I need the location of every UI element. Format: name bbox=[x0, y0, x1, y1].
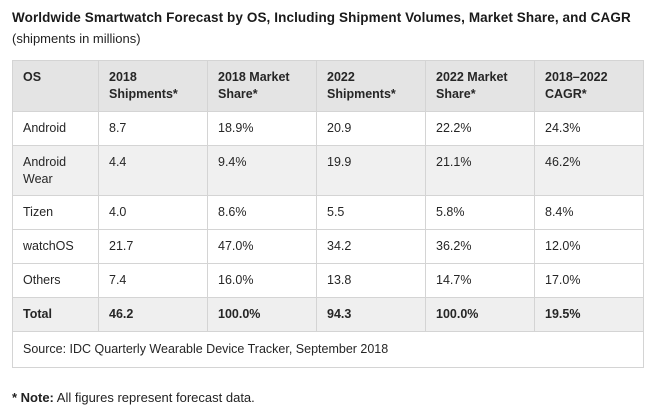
table-cell: 94.3 bbox=[316, 297, 426, 332]
table-cell: watchOS bbox=[12, 229, 99, 265]
table-cell: 24.3% bbox=[534, 110, 644, 146]
header-row: OS 2018 Shipments* 2018 Market Share* 2022 … bbox=[12, 60, 644, 112]
table-row: Tizen 4.0 8.6% 5.5 5.8% 8.4% bbox=[12, 195, 644, 231]
table-cell: 36.2% bbox=[425, 229, 535, 265]
table-cell: 9.4% bbox=[207, 144, 317, 197]
total-row: Total 46.2 100.0% 94.3 100.0% 19.5% bbox=[12, 297, 644, 332]
column-header: OS bbox=[12, 60, 99, 112]
table-cell: 5.8% bbox=[425, 195, 535, 231]
table-cell: 14.7% bbox=[425, 263, 535, 298]
table-cell: 21.1% bbox=[425, 144, 535, 197]
column-header: 2022 Shipments* bbox=[316, 60, 426, 112]
page-title: Worldwide Smartwatch Forecast by OS, Inc… bbox=[12, 10, 631, 25]
table-cell: 100.0% bbox=[425, 297, 535, 332]
table-row: watchOS 21.7 47.0% 34.2 36.2% 12.0% bbox=[12, 229, 644, 265]
column-header: 2018 Shipments* bbox=[98, 60, 208, 112]
table-cell: 46.2 bbox=[98, 297, 208, 332]
table-cell: 21.7 bbox=[98, 229, 208, 265]
table-cell: 22.2% bbox=[425, 110, 535, 146]
forecast-table: OS 2018 Shipments* 2018 Market Share* 2022 … bbox=[12, 60, 644, 368]
table-cell: 8.4% bbox=[534, 195, 644, 231]
table-cell: 100.0% bbox=[207, 297, 317, 332]
table-cell: 4.4 bbox=[98, 144, 208, 197]
table-row: Android 8.7 18.9% 20.9 22.2% 24.3% bbox=[12, 110, 644, 146]
table-cell: 7.4 bbox=[98, 263, 208, 298]
table-row: Others 7.4 16.0% 13.8 14.7% 17.0% bbox=[12, 263, 644, 298]
source-row: Source: IDC Quarterly Wearable Device Tr… bbox=[12, 330, 644, 368]
table-cell: 47.0% bbox=[207, 229, 317, 265]
note-text: All figures represent forecast data. bbox=[53, 389, 255, 405]
table-cell: 4.0 bbox=[98, 195, 208, 231]
table-cell: Android Wear bbox=[12, 144, 99, 197]
table-cell: 8.7 bbox=[98, 110, 208, 146]
table-cell: 5.5 bbox=[316, 195, 426, 231]
column-header: 2022 Market Share* bbox=[425, 60, 535, 112]
column-header: 2018–2022 CAGR* bbox=[534, 60, 644, 112]
table-header: OS 2018 Shipments* 2018 Market Share* 2022 … bbox=[12, 60, 644, 112]
table-cell: 17.0% bbox=[534, 263, 644, 298]
page-subtitle: (shipments in millions) bbox=[12, 31, 141, 46]
table-cell: 34.2 bbox=[316, 229, 426, 265]
table-cell: 18.9% bbox=[207, 110, 317, 146]
table-cell: 16.0% bbox=[207, 263, 317, 298]
table-cell: 20.9 bbox=[316, 110, 426, 146]
table-cell: 19.5% bbox=[534, 297, 644, 332]
table-cell: 46.2% bbox=[534, 144, 644, 197]
source-cell: Source: IDC Quarterly Wearable Device Tr… bbox=[12, 330, 644, 368]
table-cell: 13.8 bbox=[316, 263, 426, 298]
table-note: * Note: All figures represent forecast d… bbox=[12, 390, 643, 405]
table-cell: Android bbox=[12, 110, 99, 146]
note-label: * Note: bbox=[12, 389, 54, 405]
table-cell: Total bbox=[12, 297, 99, 332]
table-row: Android Wear 4.4 9.4% 19.9 21.1% 46.2% bbox=[12, 144, 644, 197]
table-cell: Others bbox=[12, 263, 99, 298]
table-cell: 8.6% bbox=[207, 195, 317, 231]
table-cell: Tizen bbox=[12, 195, 99, 231]
table-body: Android 8.7 18.9% 20.9 22.2% 24.3% Android Wea… bbox=[12, 110, 644, 368]
table-cell: 19.9 bbox=[316, 144, 426, 197]
column-header: 2018 Market Share* bbox=[207, 60, 317, 112]
table-cell: 12.0% bbox=[534, 229, 644, 265]
